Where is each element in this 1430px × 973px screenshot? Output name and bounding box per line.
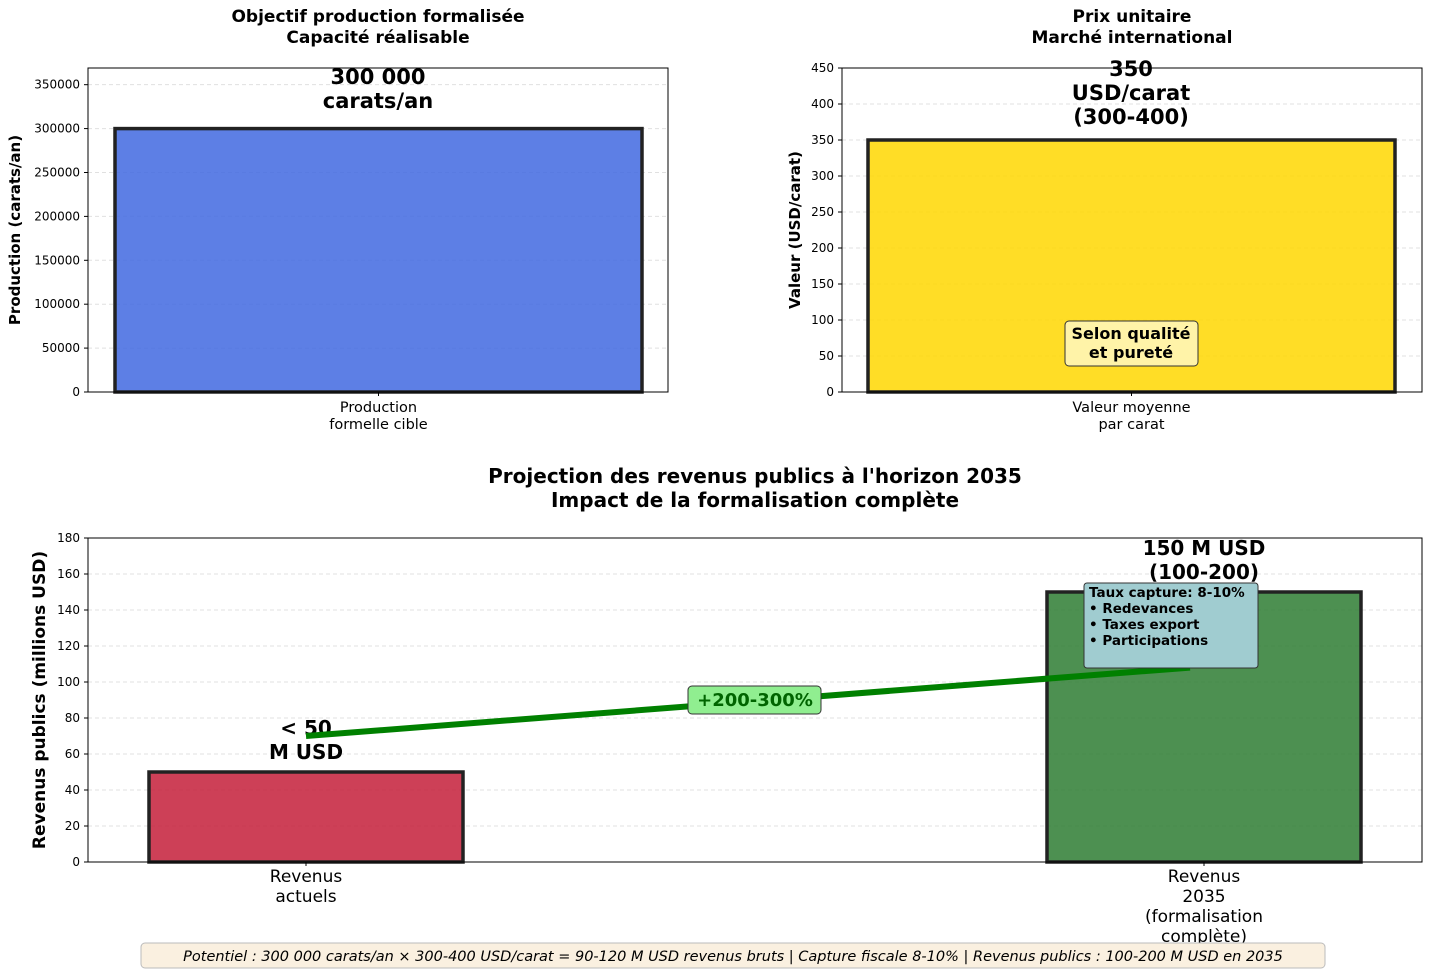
- y-tick-label: 160: [57, 567, 80, 581]
- growth-label: +200-300%: [697, 690, 813, 711]
- y-tick-label: 0: [72, 855, 80, 869]
- chart-title: Objectif production formalisée Capacité r…: [231, 7, 524, 48]
- data-label-line: M USD: [269, 740, 343, 764]
- y-tick-label: 60: [65, 747, 80, 761]
- y-tick-label: 50: [819, 349, 834, 363]
- x-tick-label-line: Valeur moyenne: [1072, 400, 1190, 416]
- chart-title-line: Objectif production formalisée: [231, 7, 524, 27]
- chart-title-line: Impact de la formalisation complète: [551, 488, 959, 512]
- footer-box: [140, 942, 1326, 969]
- x-tick-label: Production formelle cible: [329, 400, 428, 433]
- data-label-line: (100-200): [1149, 560, 1259, 584]
- x-tick-label-line: complète): [1161, 927, 1247, 947]
- footer-text: Potentiel : 300 000 carats/an × 300-400 …: [183, 949, 1283, 965]
- y-tick-label: 200000: [34, 209, 80, 223]
- y-tick-label: 150000: [34, 253, 80, 267]
- info-box-text-line: Taux capture: 8-10%: [1089, 585, 1245, 601]
- x-tick-label-line: formelle cible: [329, 417, 428, 433]
- data-label-line: (300-400): [1073, 105, 1189, 129]
- y-tick-label: 350: [811, 133, 834, 147]
- x-tick-label-line: actuels: [275, 887, 336, 907]
- y-tick-label: 80: [65, 711, 80, 725]
- axes-frame: [87, 67, 669, 393]
- y-axis-label: Production (carats/an): [6, 135, 24, 325]
- y-axis-label: Valeur (USD/carat): [786, 151, 804, 309]
- y-tick-label: 50000: [42, 341, 80, 355]
- chart-title-line: Prix unitaire: [1073, 7, 1192, 27]
- info-box-text: Taux capture: 8-10% • Redevances • Taxes e…: [1089, 585, 1245, 649]
- y-tick-label: 400: [811, 97, 834, 111]
- annotation-text-line: Selon qualité: [1072, 324, 1191, 343]
- data-label-line: 350: [1109, 57, 1153, 81]
- x-tick-label: Revenus actuels: [270, 867, 343, 907]
- data-label-line: 150 M USD: [1143, 536, 1266, 560]
- x-tick-label: Revenus 2035 (formalisation complète): [1145, 867, 1263, 947]
- chart-title-line: Marché international: [1032, 28, 1233, 48]
- y-tick-label: 180: [57, 531, 80, 545]
- x-tick-label-line: par carat: [1098, 417, 1164, 433]
- x-tick-label-line: 2035: [1182, 887, 1225, 907]
- axes-frame: [87, 537, 1423, 863]
- info-box-text-line: • Taxes export: [1089, 617, 1200, 633]
- info-box: [1083, 582, 1259, 669]
- x-tick-label-line: (formalisation: [1145, 907, 1263, 927]
- annotation-box: [1064, 320, 1199, 367]
- y-tick-label: 300: [811, 169, 834, 183]
- y-tick-label: 100: [811, 313, 834, 327]
- data-label: < 50 M USD: [269, 716, 343, 764]
- x-tick-label-line: Revenus: [270, 867, 343, 887]
- y-tick-label: 140: [57, 603, 80, 617]
- y-tick-label: 0: [826, 385, 834, 399]
- x-tick-label-line: Revenus: [1168, 867, 1241, 887]
- y-tick-label: 100000: [34, 297, 80, 311]
- info-box-text-line: • Participations: [1089, 633, 1208, 649]
- chart-title: Prix unitaire Marché international: [1032, 7, 1233, 48]
- bar: [113, 126, 644, 394]
- chart-title-line: Capacité réalisable: [286, 28, 469, 48]
- y-tick-label: 200: [811, 241, 834, 255]
- x-tick-label: Valeur moyenne par carat: [1072, 400, 1190, 433]
- annotation-text: Selon qualité et pureté: [1072, 324, 1191, 362]
- annotation-text-line: et pureté: [1089, 343, 1173, 362]
- info-box-text-line: • Redevances: [1089, 601, 1193, 617]
- y-tick-label: 250000: [34, 165, 80, 179]
- data-label-line: 300 000: [331, 65, 426, 89]
- axes-frame: [841, 67, 1423, 393]
- y-tick-label: 0: [72, 385, 80, 399]
- data-label: 300 000 carats/an: [323, 65, 433, 113]
- data-label: 150 M USD (100-200): [1143, 536, 1266, 584]
- y-tick-label: 250: [811, 205, 834, 219]
- chart-title-line: Projection des revenus publics à l'horiz…: [488, 464, 1022, 488]
- y-tick-label: 100: [57, 675, 80, 689]
- y-axis-label: Revenus publics (millions USD): [30, 551, 50, 849]
- chart-title: Projection des revenus publics à l'horiz…: [488, 464, 1022, 512]
- x-tick-label-line: Production: [340, 400, 417, 416]
- y-tick-label: 450: [811, 61, 834, 75]
- y-tick-label: 120: [57, 639, 80, 653]
- data-label-line: carats/an: [323, 89, 433, 113]
- y-tick-label: 350000: [34, 78, 80, 92]
- data-label: 350 USD/carat (300-400): [1072, 57, 1190, 129]
- y-tick-label: 20: [65, 819, 80, 833]
- y-tick-label: 150: [811, 277, 834, 291]
- growth-label-box: [687, 685, 822, 715]
- bar: [147, 770, 465, 864]
- y-tick-label: 300000: [34, 122, 80, 136]
- y-tick-label: 40: [65, 783, 80, 797]
- data-label-line: USD/carat: [1072, 81, 1190, 105]
